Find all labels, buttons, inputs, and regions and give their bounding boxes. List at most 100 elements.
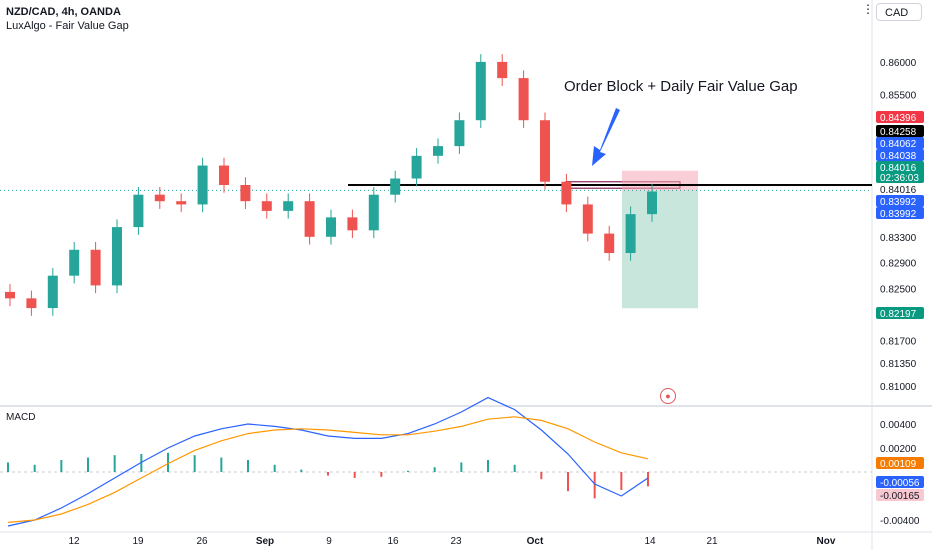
candle-body xyxy=(283,201,294,211)
candle-body xyxy=(497,61,508,79)
price-axis-label: 0.82197 xyxy=(880,309,917,320)
price-axis-label: 0.84016 xyxy=(880,185,917,196)
price-tick-label: 0.81350 xyxy=(880,359,917,370)
macd-histogram-bar xyxy=(300,469,303,472)
candle-body xyxy=(26,298,37,309)
candle-body xyxy=(540,120,550,182)
order-block-annotation: Order Block + Daily Fair Value Gap xyxy=(564,78,798,95)
candle-body xyxy=(176,201,187,205)
price-tick-label: 0.81700 xyxy=(880,336,917,347)
candle-body xyxy=(304,201,315,237)
candle-body xyxy=(261,201,272,211)
price-tick-label: 0.82500 xyxy=(880,285,917,296)
price-label-bg xyxy=(876,207,924,219)
macd-histogram-bar xyxy=(487,460,489,472)
price-label-bg xyxy=(876,307,924,319)
macd-histogram-bar xyxy=(567,472,569,492)
event-flag-icon[interactable]: ● xyxy=(660,388,676,404)
macd-histogram-bar xyxy=(247,460,249,472)
macd-histogram-bar xyxy=(433,467,436,472)
candle-body xyxy=(518,78,529,121)
candle-body xyxy=(133,194,144,228)
macd-label-bg xyxy=(876,457,924,469)
symbol-title: NZD/CAD, 4h, OANDA xyxy=(6,6,121,18)
candle-body xyxy=(625,214,636,254)
time-tick-label: 21 xyxy=(706,536,718,547)
macd-label-bg xyxy=(876,476,924,488)
candle-body xyxy=(69,249,80,276)
macd-histogram-bar xyxy=(327,472,329,476)
time-tick-label: 23 xyxy=(450,536,462,547)
candle-body xyxy=(347,217,358,231)
time-tick-label: 14 xyxy=(644,536,656,547)
macd-histogram-bar xyxy=(513,464,516,472)
time-tick-label: 26 xyxy=(196,536,208,547)
macd-pane-title: MACD xyxy=(6,412,36,423)
macd-tick-label: 0.00200 xyxy=(880,444,917,455)
candle-body xyxy=(390,178,401,195)
candle-body xyxy=(47,275,58,309)
candle-body xyxy=(154,194,165,202)
macd-histogram-bar xyxy=(460,462,463,472)
candle-body xyxy=(90,249,101,286)
price-axis-label: 0.84258 xyxy=(880,127,917,138)
price-axis-label: 0.83992 xyxy=(880,197,917,208)
macd-label-bg xyxy=(876,489,924,501)
price-label-bg xyxy=(876,111,924,123)
candle-body xyxy=(604,233,615,254)
price-label-bg xyxy=(876,161,924,173)
price-tick-label: 0.81000 xyxy=(880,382,917,393)
macd-histogram-bar xyxy=(193,455,196,472)
time-tick-label: Oct xyxy=(527,536,544,547)
time-tick-label: 19 xyxy=(132,536,144,547)
price-label-bg xyxy=(876,125,924,137)
macd-histogram-bar xyxy=(540,472,543,480)
candle-body xyxy=(647,191,657,215)
candle-body xyxy=(475,61,486,121)
time-tick-label: Nov xyxy=(817,536,836,547)
indicator-title: LuxAlgo - Fair Value Gap xyxy=(6,20,129,32)
price-axis-label: 0.83992 xyxy=(880,209,917,220)
macd-histogram-bar xyxy=(647,472,649,487)
macd-histogram-bar xyxy=(380,472,383,477)
price-label-bg xyxy=(876,195,924,207)
macd-value-label: 0.00109 xyxy=(880,459,917,470)
macd-tick-label: 0.00400 xyxy=(880,420,917,431)
macd-series-macd xyxy=(7,396,649,527)
currency-selector-button[interactable]: CAD xyxy=(876,3,922,21)
price-axis-label: 0.84062 xyxy=(880,139,917,150)
time-tick-label: 16 xyxy=(387,536,399,547)
candle-body xyxy=(411,155,422,179)
price-axis-label: 0.84396 xyxy=(880,113,917,124)
macd-histogram-bar xyxy=(113,455,116,472)
time-tick-label: 9 xyxy=(326,536,332,547)
candle-body xyxy=(219,165,229,185)
macd-histogram-bar xyxy=(353,472,356,478)
macd-histogram-bar xyxy=(60,460,63,472)
candle-body xyxy=(326,217,336,237)
macd-histogram-bar xyxy=(7,462,9,472)
candle-body xyxy=(240,184,251,202)
macd-histogram-bar xyxy=(407,470,409,472)
annotation-arrow xyxy=(592,108,620,166)
candle-body xyxy=(561,181,572,205)
more-menu-icon[interactable]: ⋮ xyxy=(862,2,874,16)
macd-histogram-bar xyxy=(167,452,169,472)
candle-body xyxy=(582,204,593,234)
price-axis-label: 02:36:03 xyxy=(880,173,919,184)
price-tick-label: 0.82900 xyxy=(880,259,917,270)
price-tick-label: 0.85500 xyxy=(880,90,917,101)
candle-body xyxy=(5,291,15,299)
macd-series-signal xyxy=(7,416,649,523)
price-axis-label: 0.84038 xyxy=(880,151,917,162)
candle-body xyxy=(433,146,443,156)
price-axis-label: 0.84016 xyxy=(880,163,917,174)
zone-stop xyxy=(622,170,698,191)
time-tick-label: 12 xyxy=(68,536,80,547)
macd-tick-label: -0.00400 xyxy=(880,516,920,527)
macd-value-label: -0.00165 xyxy=(880,491,920,502)
macd-histogram-bar xyxy=(620,472,623,490)
candle-body xyxy=(368,194,379,231)
candle-body xyxy=(112,227,122,286)
